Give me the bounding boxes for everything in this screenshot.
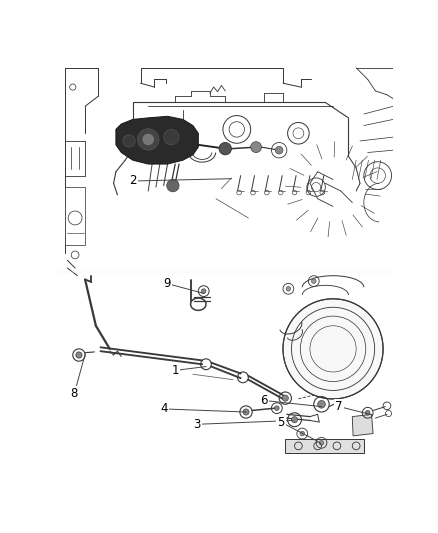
Circle shape [365, 410, 370, 415]
Circle shape [138, 128, 159, 150]
Text: 2: 2 [129, 174, 137, 188]
Circle shape [291, 417, 298, 423]
Circle shape [243, 409, 249, 415]
Circle shape [286, 287, 291, 291]
Text: 5: 5 [277, 416, 284, 429]
Circle shape [300, 431, 304, 436]
Circle shape [276, 147, 283, 154]
Text: 7: 7 [336, 400, 343, 413]
Text: 6: 6 [260, 394, 268, 407]
Circle shape [311, 279, 316, 284]
Circle shape [283, 299, 383, 399]
Circle shape [275, 406, 279, 410]
Polygon shape [285, 439, 364, 453]
Polygon shape [116, 116, 198, 164]
Text: 9: 9 [163, 277, 170, 290]
Circle shape [123, 135, 135, 147]
Text: 3: 3 [193, 418, 201, 431]
Circle shape [318, 400, 325, 408]
Text: 4: 4 [160, 402, 167, 415]
Polygon shape [65, 187, 85, 245]
Circle shape [319, 440, 324, 445]
Circle shape [201, 289, 206, 294]
Circle shape [143, 134, 154, 145]
Circle shape [251, 142, 261, 152]
Circle shape [282, 395, 288, 401]
Circle shape [167, 180, 179, 192]
Polygon shape [352, 414, 373, 436]
Circle shape [219, 142, 231, 155]
Circle shape [76, 352, 82, 358]
Text: 8: 8 [71, 387, 78, 400]
Text: 1: 1 [171, 364, 179, 377]
Circle shape [164, 130, 179, 145]
